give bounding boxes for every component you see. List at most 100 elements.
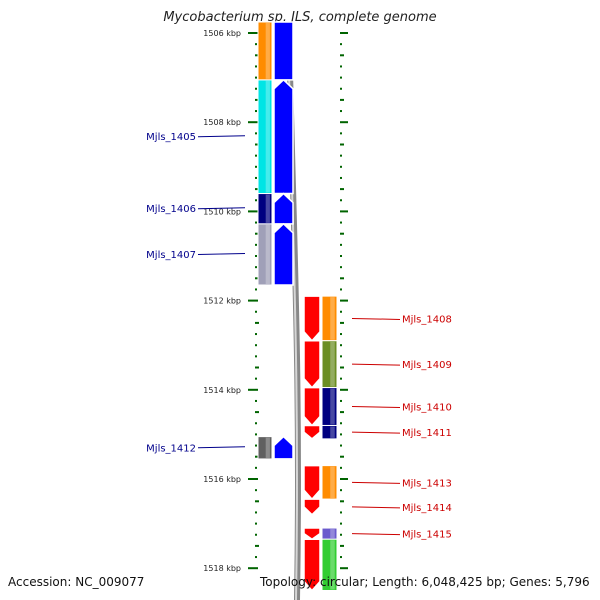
tick-mark-right	[340, 143, 344, 146]
tick-mark-right	[340, 165, 342, 168]
tick-mark-right	[340, 533, 342, 536]
tick-mark-right	[340, 500, 344, 503]
gene-label-leader	[351, 431, 401, 434]
tick-mark-right	[340, 277, 344, 280]
gene-cog-box	[321, 538, 338, 592]
gene-arrow-forward[interactable]	[303, 538, 321, 592]
gene-cog-box-shine	[265, 437, 270, 458]
gene-cog-box-shine	[330, 297, 335, 340]
gene-arrow-reverse[interactable]	[273, 78, 294, 195]
tick-mark-right	[340, 299, 348, 302]
scale-tick-label: 1512 kbp	[203, 297, 241, 306]
tick-mark-left	[255, 255, 257, 257]
gene-cog-box	[321, 465, 338, 500]
gene-label[interactable]: Mjls_1415	[402, 530, 452, 541]
tick-mark-left	[255, 544, 259, 547]
tick-mark-left	[255, 165, 257, 168]
gene-label-leader	[351, 317, 401, 320]
tick-mark-right	[340, 98, 344, 101]
genome-title: Mycobacterium sp. JLS, complete genome	[163, 10, 437, 25]
gene-label[interactable]: Mjls_1409	[402, 360, 452, 371]
gene-cog-box	[257, 436, 273, 460]
tick-mark-left	[255, 43, 257, 46]
scale-tick-label: 1508 kbp	[203, 118, 241, 127]
tick-mark-right	[340, 444, 342, 447]
tick-mark-right	[340, 32, 348, 34]
tick-mark-right	[340, 121, 348, 124]
gene-arrow-reverse[interactable]	[273, 21, 294, 81]
tick-mark-left	[248, 567, 258, 570]
gene-arrow-reverse[interactable]	[273, 222, 294, 286]
tick-mark-left	[255, 366, 259, 369]
gene-arrow-forward[interactable]	[303, 386, 321, 427]
tick-mark-left	[255, 143, 259, 146]
tick-mark-left	[255, 76, 257, 79]
tick-mark-right	[340, 110, 342, 113]
tick-mark-left	[255, 556, 257, 559]
gene-label[interactable]: Mjls_1405	[146, 132, 196, 143]
tick-mark-right	[340, 188, 344, 191]
tick-mark-right	[340, 377, 342, 380]
tick-mark-left	[255, 533, 257, 536]
tick-mark-left	[255, 98, 259, 101]
gene-label-leader	[351, 506, 401, 509]
tick-mark-right	[340, 54, 344, 57]
gene-label[interactable]: Mjls_1413	[402, 478, 452, 489]
tick-mark-left	[255, 511, 257, 514]
gene-label[interactable]: Mjls_1414	[402, 503, 452, 514]
tick-mark-left	[255, 288, 257, 291]
tick-mark-right	[340, 422, 342, 425]
tick-marks: 1506 kbp 1508 kbp 1510 kbp 1512 kbp 1514 kbp…	[203, 29, 348, 573]
gene-arrow-forward[interactable]	[303, 339, 321, 389]
tick-mark-left	[255, 232, 259, 235]
tick-mark-left	[248, 299, 258, 302]
gene-label-leader	[197, 135, 246, 138]
gene-label[interactable]: Mjls_1406	[146, 204, 196, 215]
tick-mark-left	[255, 221, 257, 224]
tick-mark-left	[255, 277, 259, 280]
gene-label[interactable]: Mjls_1408	[402, 314, 452, 325]
tick-mark-left	[255, 310, 257, 313]
gene-label-leader	[351, 363, 401, 366]
tick-mark-left	[255, 355, 257, 358]
gene-arrow-forward[interactable]	[303, 527, 321, 541]
gene-cog-box-shine	[265, 224, 270, 284]
topology-text: Topology: circular; Length: 6,048,425 bp…	[260, 575, 590, 589]
gene-arrow-forward[interactable]	[303, 464, 321, 501]
tick-mark-right	[340, 489, 342, 492]
gene-label[interactable]: Mjls_1410	[402, 403, 452, 414]
gene-label-leader	[197, 252, 246, 255]
gene-arrow-forward[interactable]	[303, 295, 321, 342]
tick-mark-left	[255, 110, 257, 113]
tick-mark-left	[255, 321, 259, 324]
tick-mark-right	[340, 154, 342, 157]
tick-mark-right	[340, 255, 342, 257]
tick-mark-right	[340, 388, 348, 391]
tick-mark-left	[255, 455, 259, 458]
tick-mark-left	[255, 522, 257, 525]
accession-text: Accession: NC_009077	[8, 575, 145, 589]
tick-mark-right	[340, 232, 344, 235]
gene-label[interactable]: Mjls_1411	[402, 428, 452, 439]
gene-arrow-reverse[interactable]	[273, 435, 294, 460]
tick-mark-left	[255, 266, 257, 269]
gene-arrow-reverse[interactable]	[273, 192, 294, 225]
gene-arrow-forward[interactable]	[303, 424, 321, 440]
tick-mark-right	[340, 344, 342, 347]
tick-mark-right	[340, 321, 344, 324]
scale-tick-label: 1506 kbp	[203, 29, 241, 38]
tick-mark-right	[340, 65, 342, 68]
gene-cog-box-shine	[265, 80, 270, 193]
gene-label[interactable]: Mjls_1412	[146, 443, 196, 454]
tick-mark-left	[255, 65, 257, 68]
tick-mark-right	[340, 455, 344, 458]
scale-tick-label: 1518 kbp	[203, 564, 241, 573]
gene-label[interactable]: Mjls_1407	[146, 250, 196, 261]
scale-tick-label: 1516 kbp	[203, 475, 241, 484]
gene-cog-box-shine	[330, 529, 335, 539]
tick-mark-right	[340, 411, 344, 414]
tick-mark-left	[255, 344, 257, 347]
tick-mark-left	[255, 176, 257, 179]
tick-mark-left	[255, 422, 257, 425]
gene-arrow-forward[interactable]	[303, 498, 321, 516]
